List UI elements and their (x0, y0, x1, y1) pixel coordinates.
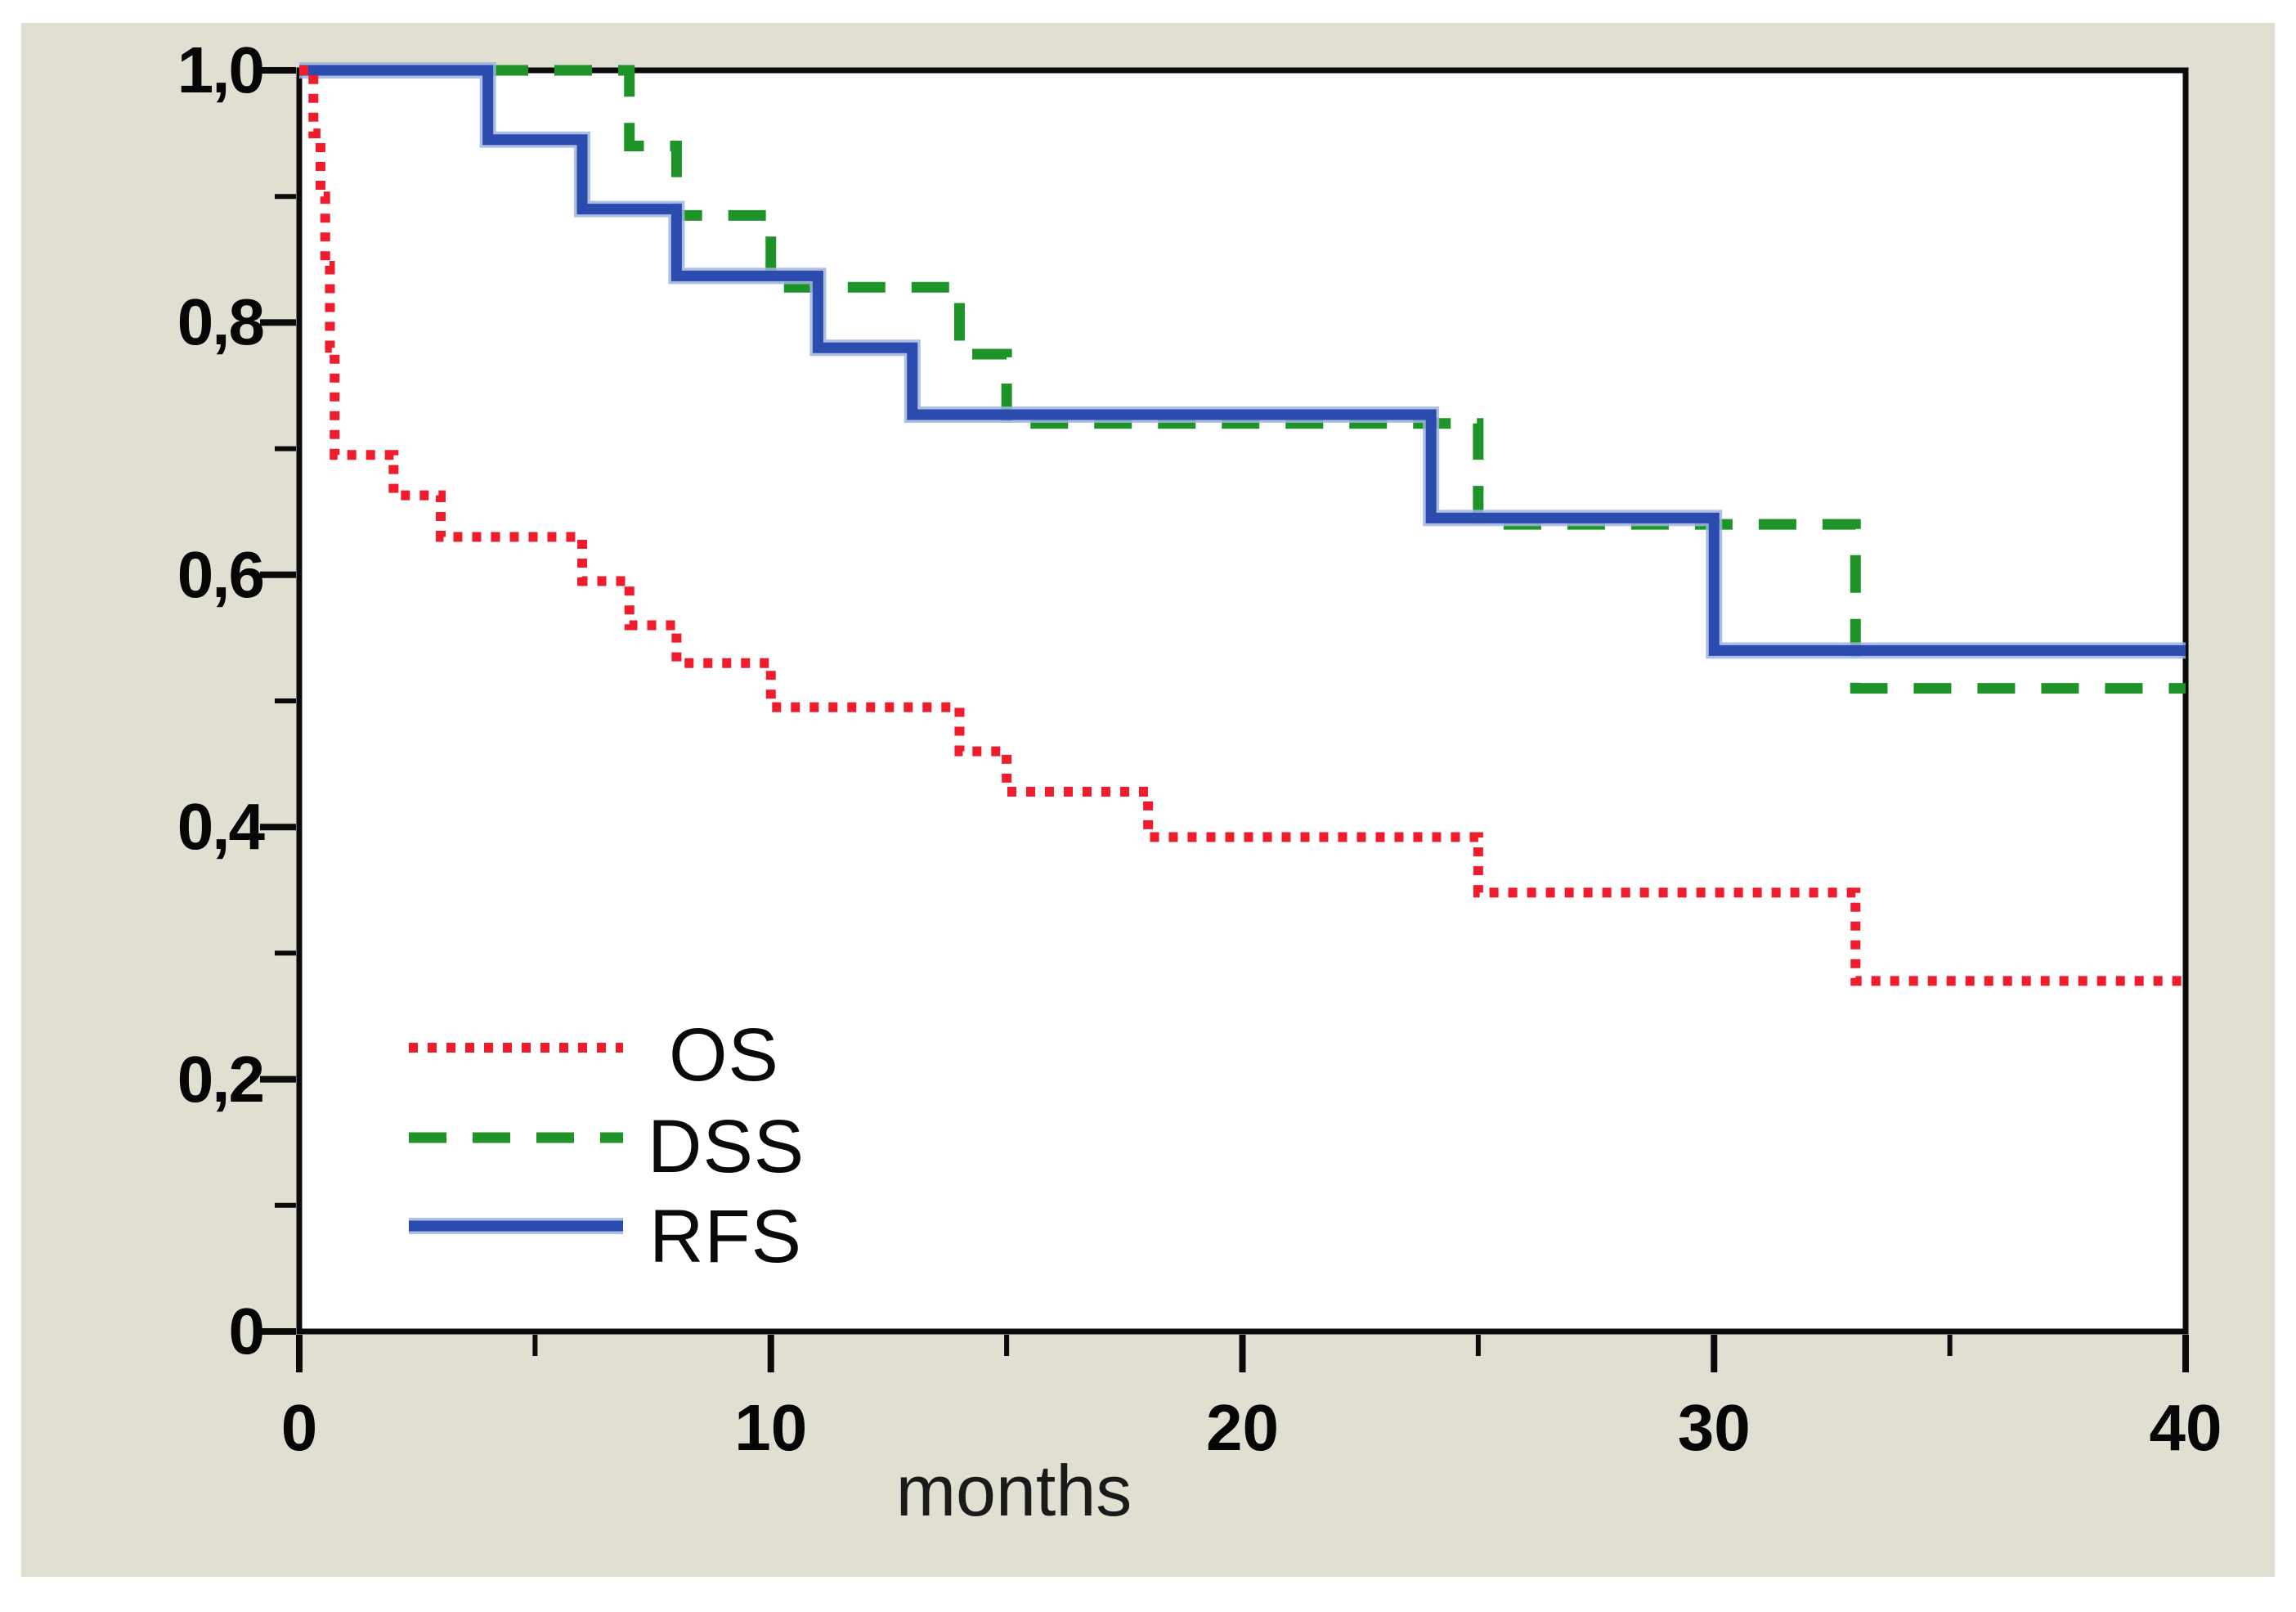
y-tick-label: 0 (228, 1295, 266, 1367)
series-rfs-path (299, 65, 2186, 656)
x-tick-label: 30 (1677, 1391, 1751, 1464)
legend-label-dss: DSS (648, 1105, 805, 1188)
axis-ticks (260, 67, 2189, 1372)
x-axis-title: months (895, 1450, 1132, 1531)
y-tick-label: 0,8 (177, 285, 265, 359)
y-tick-label: 0,4 (177, 790, 265, 864)
x-tick-label: 20 (1206, 1391, 1279, 1464)
x-tick-label: 40 (2149, 1391, 2222, 1464)
legend-line-samples (409, 1043, 623, 1234)
y-tick-label: 0,2 (177, 1042, 265, 1116)
legend-label-rfs: RFS (649, 1195, 802, 1278)
plot-area (296, 67, 2189, 1335)
x-tick-label: 10 (734, 1391, 808, 1464)
legend-label-os: OS (669, 1013, 779, 1097)
survival-curves (299, 62, 2186, 986)
y-tick-label: 1,0 (177, 34, 265, 106)
series-os-path (299, 65, 2186, 986)
x-tick-label: 0 (280, 1391, 318, 1464)
y-tick-label: 0,6 (177, 537, 265, 611)
